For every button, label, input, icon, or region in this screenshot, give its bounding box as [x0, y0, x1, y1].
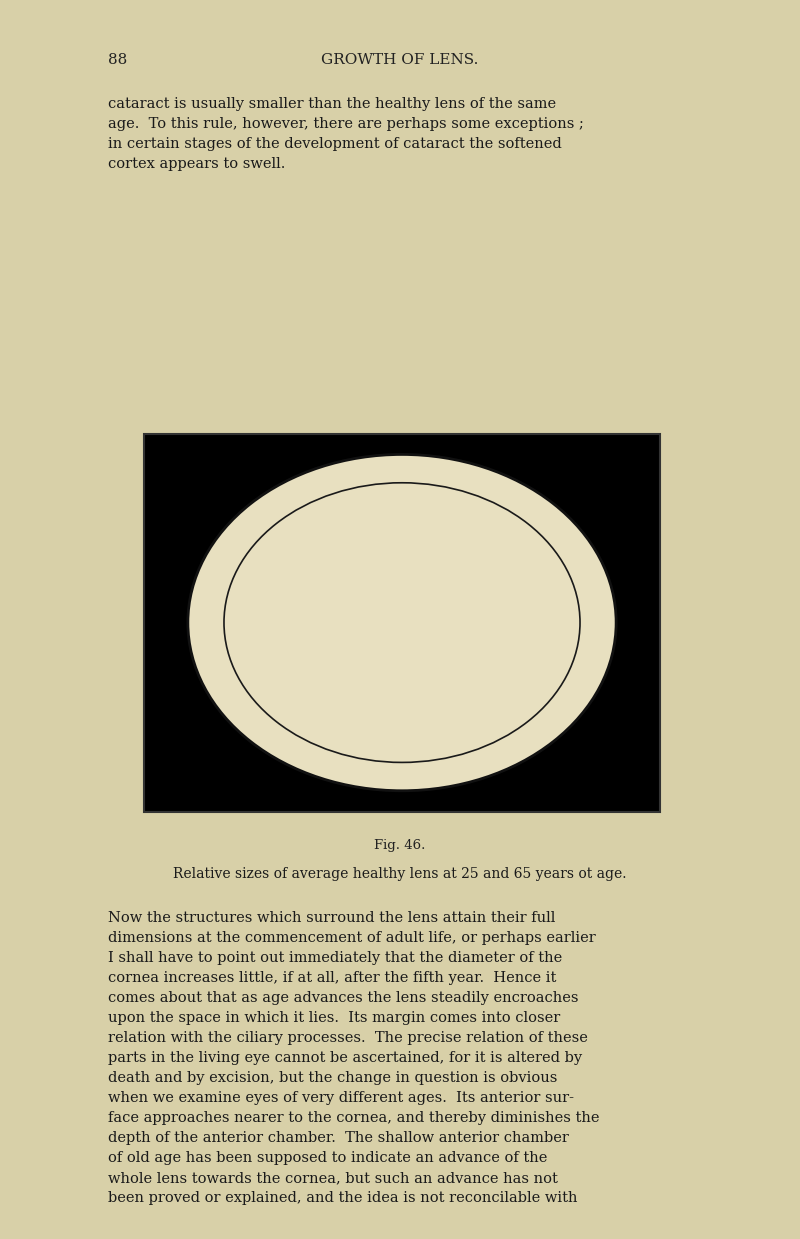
- Text: GROWTH OF LENS.: GROWTH OF LENS.: [322, 53, 478, 67]
- Bar: [144, 434, 660, 812]
- Ellipse shape: [188, 455, 616, 790]
- Text: Now the structures which surround the lens attain their full
dimensions at the c: Now the structures which surround the le…: [108, 911, 599, 1206]
- Text: Fig. 46.: Fig. 46.: [374, 839, 426, 851]
- Ellipse shape: [224, 483, 580, 762]
- Text: cataract is usually smaller than the healthy lens of the same
age.  To this rule: cataract is usually smaller than the hea…: [108, 97, 584, 171]
- Text: 88: 88: [108, 53, 127, 67]
- Text: Relative sizes of average healthy lens at 25 and 65 years ot age.: Relative sizes of average healthy lens a…: [174, 867, 626, 881]
